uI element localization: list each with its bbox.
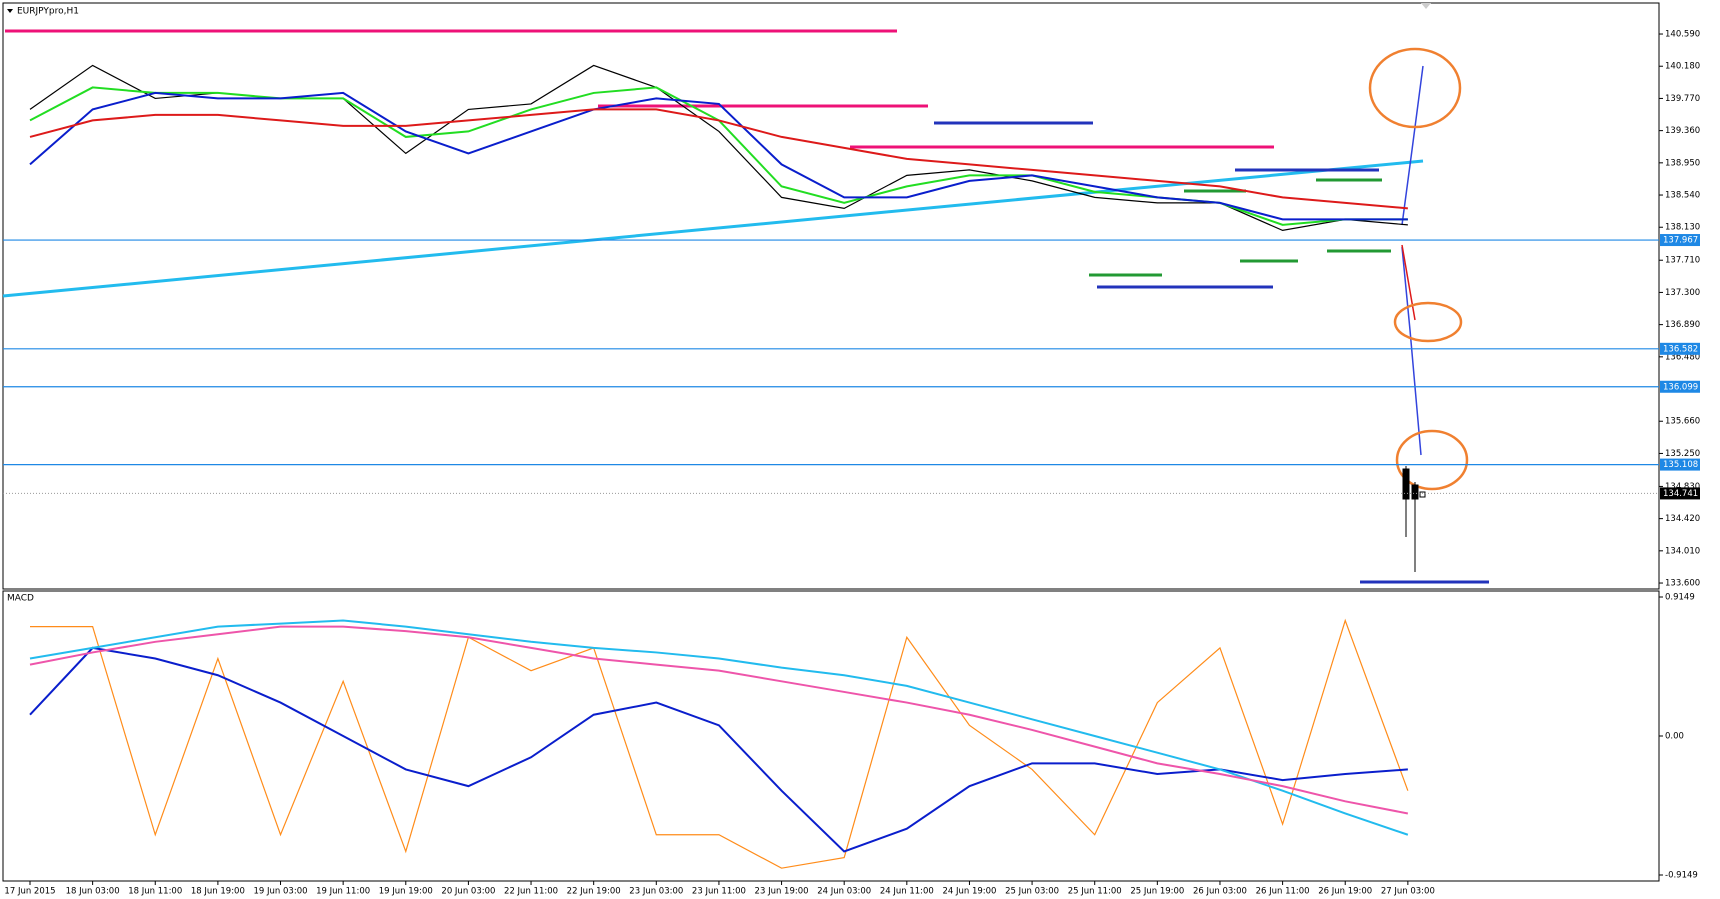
- y-tick-label: 134.830: [1665, 482, 1700, 492]
- drawn-objects: [2, 29, 1489, 584]
- x-tick-label: 19 Jun 11:00: [316, 887, 370, 897]
- last-candles: [1402, 466, 1426, 572]
- candle-body: [1411, 484, 1419, 500]
- x-tick-label: 25 Jun 11:00: [1068, 887, 1122, 897]
- level-label-box: [1660, 234, 1700, 247]
- y-tick-label: 134.010: [1665, 546, 1700, 556]
- x-tick-label: 19 Jun 03:00: [254, 887, 308, 897]
- x-tick-label: 26 Jun 19:00: [1318, 887, 1372, 897]
- highlight-circle: [1368, 47, 1462, 129]
- x-tick-label: 25 Jun 19:00: [1130, 887, 1184, 897]
- level-label-box: [1660, 380, 1700, 393]
- series-line: [29, 625, 1409, 815]
- y-tick-label: 140.590: [1665, 30, 1700, 40]
- macd-panel: [2, 590, 1660, 882]
- level-label: 136.099: [1663, 382, 1698, 392]
- price-label: 134.741: [1663, 489, 1698, 499]
- x-tick-label: 25 Jun 03:00: [1005, 887, 1059, 897]
- x-tick-label: 27 Jun 03:00: [1381, 887, 1435, 897]
- y-tick-label: 138.130: [1665, 223, 1700, 233]
- projections: [1368, 47, 1469, 491]
- y-tick-label: 138.540: [1665, 191, 1700, 201]
- y-tick-label: 139.770: [1665, 94, 1700, 104]
- shift-marker: [1421, 3, 1431, 9]
- y-tick-label: 136.890: [1665, 320, 1700, 330]
- y-tick-label: 137.710: [1665, 256, 1700, 266]
- x-tick-label: 24 Jun 03:00: [817, 887, 871, 897]
- x-tick-label: 23 Jun 03:00: [629, 887, 683, 897]
- price-panel: [2, 2, 1660, 590]
- x-tick-label: 23 Jun 19:00: [755, 887, 809, 897]
- y-tick-label: 135.250: [1665, 449, 1700, 459]
- menu-arrow[interactable]: [7, 9, 13, 13]
- series-line: [29, 91, 1408, 221]
- y-tick-label: 136.480: [1665, 352, 1700, 362]
- indicator-title: MACD: [7, 594, 34, 604]
- series-line: [29, 108, 1408, 210]
- y-tick-label: 134.420: [1665, 514, 1700, 524]
- price-label-box: [1660, 487, 1700, 500]
- highlight-circle: [1393, 301, 1463, 343]
- y-tick-label: 135.660: [1665, 417, 1700, 427]
- candle-body: [1402, 468, 1410, 500]
- x-tick-label: 18 Jun 19:00: [191, 887, 245, 897]
- projection-up: [1401, 65, 1424, 226]
- highlight-circle: [1395, 429, 1469, 491]
- level-label: 135.108: [1663, 460, 1698, 470]
- y-tick-label: 139.360: [1665, 126, 1700, 136]
- y-tick-label: 137.300: [1665, 288, 1700, 298]
- level-label: 136.582: [1663, 344, 1698, 354]
- projection-red: [1401, 244, 1416, 321]
- projection-down: [1401, 246, 1422, 456]
- x-tick-label: 17 Jun 2015: [4, 887, 55, 897]
- series-line: [29, 619, 1409, 836]
- x-tick-label: 23 Jun 11:00: [692, 887, 746, 897]
- y-tick-label: 133.600: [1665, 579, 1700, 589]
- x-tick-label: 20 Jun 03:00: [441, 887, 495, 897]
- x-tick-label: 18 Jun 11:00: [128, 887, 182, 897]
- y-tick-label: 138.950: [1665, 158, 1700, 168]
- y-tick-label: 140.180: [1665, 62, 1700, 72]
- x-tick-label: 26 Jun 03:00: [1193, 887, 1247, 897]
- series-line: [30, 618, 1409, 869]
- y-tick-label: -0.9149: [1665, 870, 1698, 880]
- level-label-box: [1660, 458, 1700, 471]
- level-label: 137.967: [1663, 236, 1698, 246]
- y-tick-label: 0.9149: [1665, 593, 1695, 603]
- x-tick-label: 19 Jun 19:00: [379, 887, 433, 897]
- y-tick-label: 0.00: [1665, 732, 1684, 742]
- symbol-title: EURJPYpro,H1: [17, 7, 79, 17]
- x-tick-label: 26 Jun 11:00: [1256, 887, 1310, 897]
- x-tick-label: 24 Jun 19:00: [942, 887, 996, 897]
- candle-body: [1419, 491, 1426, 498]
- series-line: [29, 646, 1408, 853]
- x-tick-label: 22 Jun 11:00: [504, 887, 558, 897]
- x-tick-label: 18 Jun 03:00: [66, 887, 120, 897]
- x-tick-label: 22 Jun 19:00: [567, 887, 621, 897]
- x-tick-label: 24 Jun 11:00: [880, 887, 934, 897]
- level-label-box: [1660, 342, 1700, 355]
